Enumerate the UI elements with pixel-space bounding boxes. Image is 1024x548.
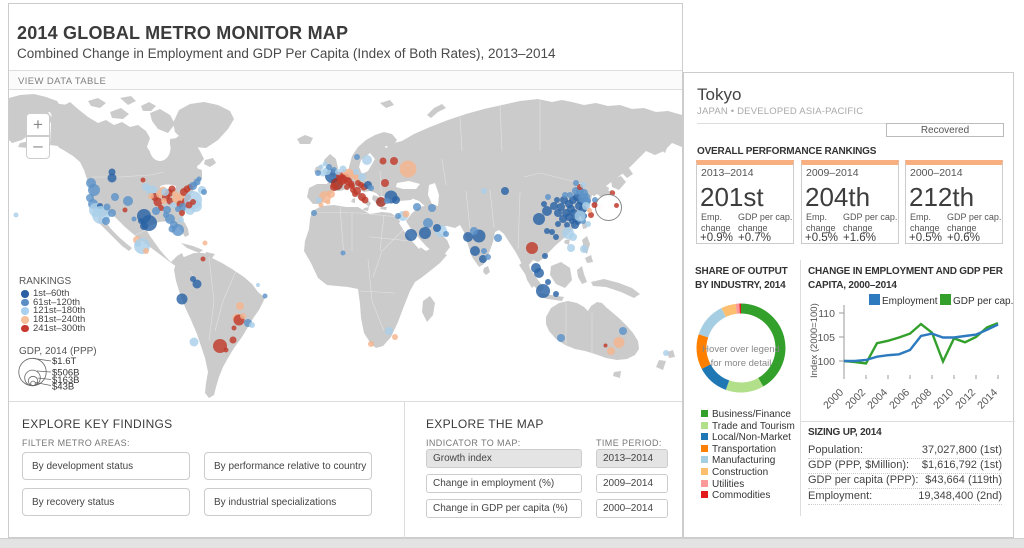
svg-text:$1.6T: $1.6T [52, 356, 76, 367]
svg-text:2008: 2008 [909, 387, 934, 412]
svg-text:$163B: $163B [52, 375, 79, 386]
svg-text:2004: 2004 [865, 387, 890, 412]
svg-text:2012: 2012 [953, 387, 978, 412]
svg-text:2014: 2014 [975, 387, 1000, 412]
svg-text:2000: 2000 [821, 387, 846, 412]
svg-text:105: 105 [817, 332, 835, 344]
svg-text:100: 100 [817, 356, 835, 368]
svg-text:$506B: $506B [52, 368, 79, 379]
svg-text:2010: 2010 [931, 387, 956, 412]
svg-text:GDP per cap.: GDP per cap. [953, 296, 1013, 307]
svg-text:$43B: $43B [52, 382, 74, 393]
svg-text:2006: 2006 [887, 387, 912, 412]
svg-text:Index (2000=100): Index (2000=100) [809, 303, 820, 378]
svg-text:110: 110 [818, 308, 835, 320]
svg-text:Employment: Employment [882, 296, 938, 307]
svg-text:2002: 2002 [843, 387, 868, 412]
